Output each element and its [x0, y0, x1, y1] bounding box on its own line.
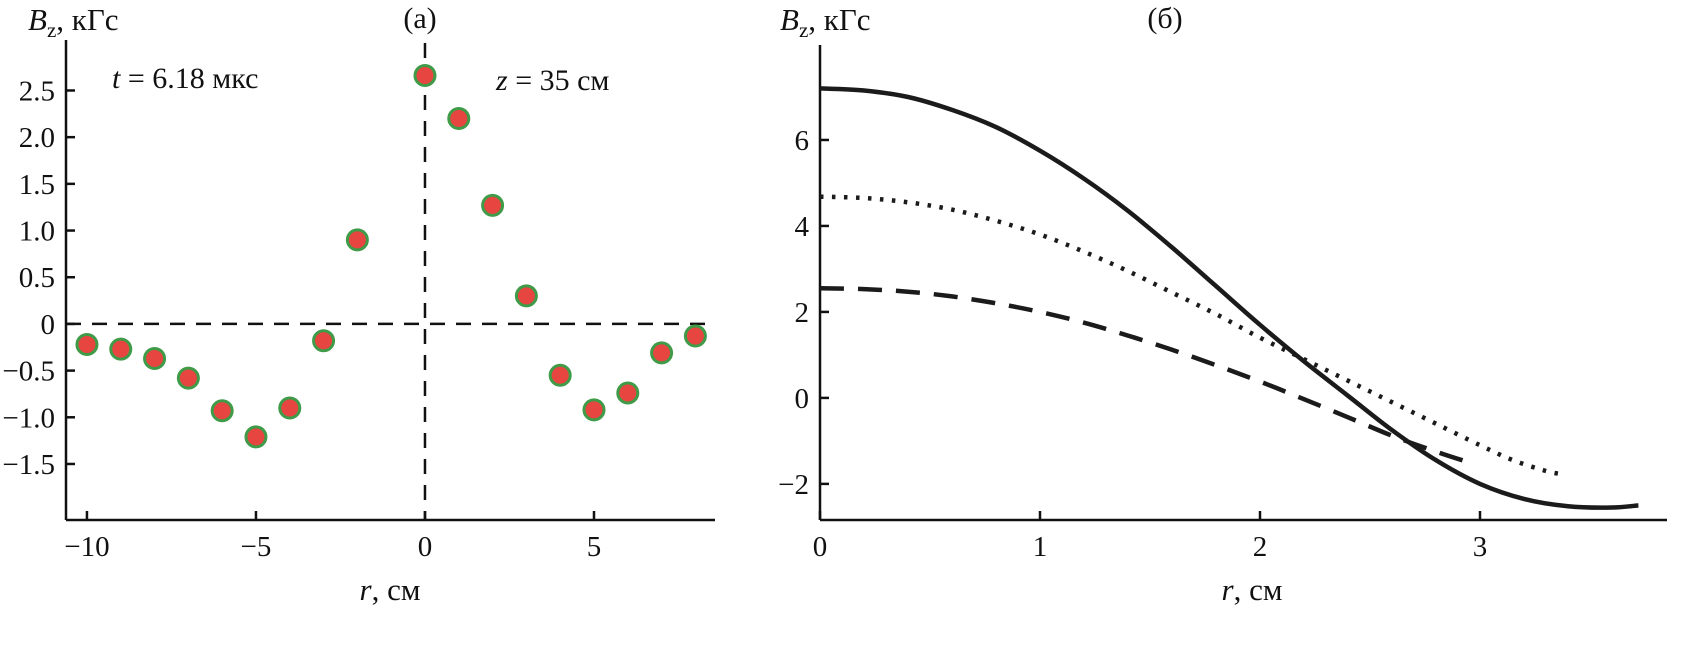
y-axis-variable: B — [28, 2, 47, 37]
x-tick-label: 0 — [813, 531, 828, 563]
y-tick-label: 1.0 — [19, 216, 55, 248]
annotation-z-position: z = 35 см — [496, 64, 609, 98]
y-tick-label: −0.5 — [2, 356, 55, 388]
y-axis-units: , кГс — [56, 2, 119, 37]
data-point — [345, 228, 369, 252]
y-axis-label-b: Bz, кГс — [780, 2, 871, 43]
panel-title-a: (а) — [403, 2, 437, 35]
annotation-z-variable: z — [496, 64, 508, 97]
panel-b: 0 1 2 3 6 4 2 0 −2 Bz, кГс (б) r, см — [745, 0, 1705, 670]
y-tick-label: 0.5 — [19, 262, 55, 294]
x-axis-label-a: r, см — [360, 572, 421, 608]
data-point — [447, 106, 471, 130]
y-tick-label: 1.5 — [19, 169, 55, 201]
y-tick-label: 0 — [41, 309, 56, 341]
y-axis-units: , кГс — [808, 2, 871, 37]
annotation-time-variable: t — [112, 62, 121, 95]
y-axis-label-a: Bz, кГс — [28, 2, 119, 43]
annotation-time: t = 6.18 мкс — [112, 62, 258, 96]
x-axis-units: , см — [1233, 572, 1283, 607]
data-point — [278, 396, 302, 420]
x-tick-label: −10 — [64, 531, 109, 563]
y-tick-label: 2.5 — [19, 75, 55, 107]
data-point — [312, 329, 336, 353]
data-point — [413, 64, 437, 88]
chart-a-canvas: −10 −5 0 5 2.5 2.0 1.5 1.0 0.5 0 −0.5 −1.0 −1.5 — [2, 40, 715, 563]
data-point — [582, 398, 606, 422]
data-point — [683, 324, 707, 348]
data-point — [616, 381, 640, 405]
data-point — [109, 337, 133, 361]
x-axis-label-b: r, см — [1222, 572, 1283, 608]
series-dotted — [819, 194, 1564, 477]
x-axis-variable: r — [1221, 572, 1234, 607]
x-axis-units: , см — [371, 572, 421, 607]
x-tick-label: −5 — [241, 531, 272, 563]
x-tick-label: 0 — [418, 531, 433, 563]
data-point — [514, 284, 538, 308]
y-tick-label: −2 — [778, 469, 809, 501]
data-point — [75, 332, 99, 356]
x-tick-label: 2 — [1253, 531, 1268, 563]
series-solid — [819, 86, 1639, 510]
data-point — [650, 341, 674, 365]
y-tick-label: 2.0 — [19, 122, 55, 154]
y-tick-label: 2 — [795, 297, 810, 329]
y-tick-label: −1.5 — [2, 449, 55, 481]
y-tick-label: 6 — [795, 125, 810, 157]
data-point — [210, 399, 234, 423]
y-axis-subscript: z — [46, 18, 57, 43]
data-point — [548, 363, 572, 387]
x-tick-label: 1 — [1033, 531, 1048, 563]
data-point — [244, 425, 268, 449]
y-tick-label: 0 — [795, 383, 810, 415]
x-axis-variable: r — [359, 572, 372, 607]
data-point — [481, 193, 505, 217]
annotation-z-value: = 35 см — [507, 64, 610, 97]
x-tick-label: 3 — [1473, 531, 1488, 563]
annotation-time-value: = 6.18 мкс — [120, 62, 259, 95]
x-tick-label: 5 — [587, 531, 602, 563]
panel-title-b: (б) — [1147, 2, 1183, 35]
panel-a: −10 −5 0 5 2.5 2.0 1.5 1.0 0.5 0 −0.5 −1.0 −1.5 Bz, … — [0, 0, 745, 670]
y-tick-label: 4 — [795, 211, 810, 243]
y-axis-variable: B — [780, 2, 799, 37]
series-dashed — [819, 286, 1470, 465]
y-tick-label: −1.0 — [2, 402, 55, 434]
data-point — [143, 346, 167, 370]
y-axis-subscript: z — [798, 18, 809, 43]
data-point — [176, 366, 200, 390]
